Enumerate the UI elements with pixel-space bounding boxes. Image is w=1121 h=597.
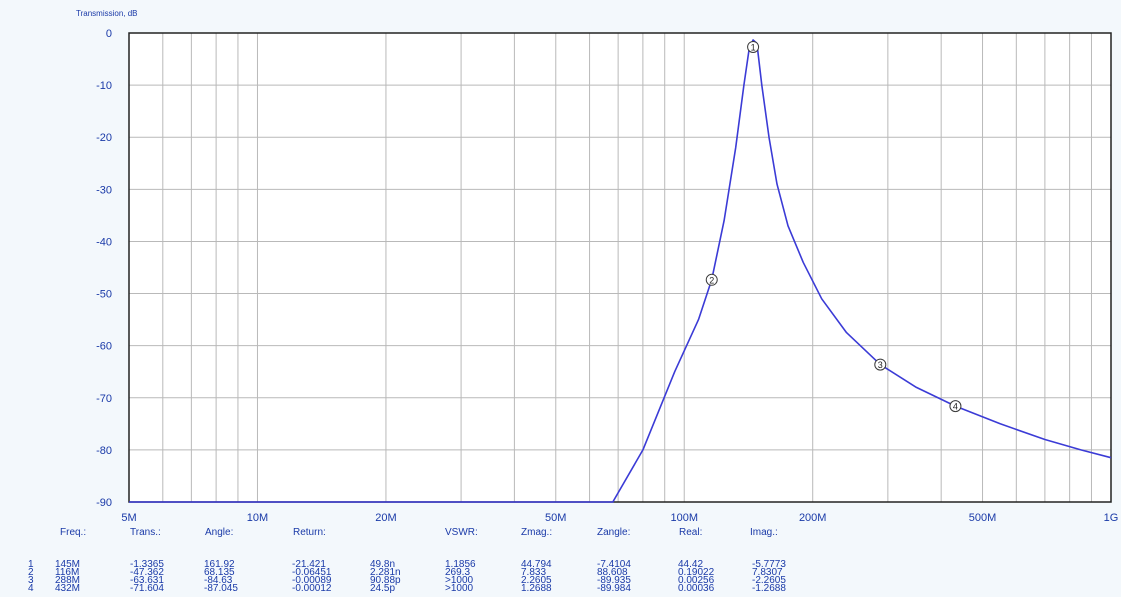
table-cell: 161.92	[204, 559, 235, 570]
marker-label: 1	[751, 42, 756, 52]
table-cell: -89.984	[597, 583, 631, 594]
marker-label: 4	[953, 402, 958, 412]
table-header: Angle:	[205, 527, 234, 538]
marker-2: 2	[705, 273, 718, 286]
table-cell: -1.2688	[752, 583, 786, 594]
table-cell: 88.608	[597, 567, 628, 578]
table-cell: 1.2688	[521, 583, 552, 594]
table-cell: 44.794	[521, 559, 552, 570]
marker-label: 3	[878, 360, 883, 370]
marker-1: 1	[747, 40, 760, 53]
y-tick-label: -10	[96, 80, 112, 92]
y-tick-label: -60	[96, 341, 112, 353]
table-cell: -63.631	[130, 575, 164, 586]
table-header: Zmag.:	[521, 527, 553, 538]
x-tick-label: 5M	[121, 512, 136, 524]
marker-circle	[705, 273, 718, 286]
table-cell: -87.045	[204, 583, 238, 594]
table-cell: -71.604	[130, 583, 164, 594]
table-header: Zangle:	[597, 527, 631, 538]
table-header: Imag.:	[750, 527, 778, 538]
plot-area	[129, 33, 1111, 502]
table-cell: >1000	[445, 575, 474, 586]
marker-3: 3	[874, 358, 887, 371]
table-cell: 0.00256	[678, 575, 715, 586]
transmission-chart: Transmission, dB 0 -10 -20 -30 -40 -50 -60 -70 -…	[76, 9, 1119, 524]
table-header: VSWR:	[445, 527, 478, 538]
table-cell: 7.833	[521, 567, 547, 578]
y-tick-label: -20	[96, 132, 112, 144]
table-cell: 90.88p	[370, 575, 401, 586]
table-cell: 68.135	[204, 567, 235, 578]
x-tick-label: 100M	[670, 512, 698, 524]
table-cell: 24.5p	[370, 583, 396, 594]
table-cell: -0.00089	[292, 575, 332, 586]
x-tick-label: 50M	[545, 512, 566, 524]
y-tick-label: 0	[106, 28, 112, 40]
table-cell: -7.4104	[597, 559, 631, 570]
table-row-index: 4	[28, 583, 34, 594]
y-tick-label: -50	[96, 289, 112, 301]
x-tick-label: 1G	[1104, 512, 1119, 524]
table-header: Return:	[293, 527, 326, 538]
table-row-index: 3	[28, 575, 34, 586]
x-tick-label: 10M	[247, 512, 268, 524]
table-cell: >1000	[445, 583, 474, 594]
table-header: Freq.:	[60, 527, 87, 538]
table-cell: 2.281n	[370, 567, 401, 578]
table-cell: 0.00036	[678, 583, 715, 594]
marker-circle	[874, 358, 887, 371]
table-cell: -0.00012	[292, 583, 332, 594]
table-cell: -2.2605	[752, 575, 786, 586]
table-row-index: 1	[28, 559, 34, 570]
marker-circle	[949, 400, 962, 413]
table-cell: 288M	[55, 575, 81, 586]
marker-label: 2	[709, 275, 714, 285]
table-cell: -21.421	[292, 559, 326, 570]
table-cell: 44.42	[678, 559, 704, 570]
marker-4: 4	[949, 400, 962, 413]
marker-circle	[747, 40, 760, 53]
y-tick-label: -90	[96, 497, 112, 509]
table-cell: -1.3365	[130, 559, 164, 570]
table-cell: 1.1856	[445, 559, 476, 570]
transmission-curve	[129, 39, 1112, 503]
y-tick-label: -40	[96, 236, 112, 248]
table-cell: -5.7773	[752, 559, 786, 570]
table-header: Trans.:	[130, 527, 161, 538]
x-tick-label: 500M	[969, 512, 997, 524]
table-cell: -47.362	[130, 567, 164, 578]
table-row-index: 2	[28, 567, 34, 578]
y-tick-label: -70	[96, 393, 112, 405]
table-cell: -0.06451	[292, 567, 332, 578]
plot-frame	[128, 32, 1112, 503]
y-tick-label: -30	[96, 184, 112, 196]
table-cell: 145M	[55, 559, 81, 570]
x-tick-label: 200M	[799, 512, 827, 524]
y-tick-label: -80	[96, 445, 112, 457]
x-tick-label: 20M	[375, 512, 396, 524]
table-cell: 116M	[55, 567, 80, 578]
table-cell: 269.3	[445, 567, 471, 578]
table-cell: 7.8307	[752, 567, 783, 578]
table-cell: 432M	[55, 583, 81, 594]
table-header: Real:	[679, 527, 703, 538]
table-cell: 0.19022	[678, 567, 715, 578]
table-cell: -89.935	[597, 575, 631, 586]
table-cell: 49.8n	[370, 559, 396, 570]
table-cell: 2.2605	[521, 575, 552, 586]
y-axis-label: Transmission, dB	[76, 9, 138, 18]
table-cell: -84.63	[204, 575, 233, 586]
